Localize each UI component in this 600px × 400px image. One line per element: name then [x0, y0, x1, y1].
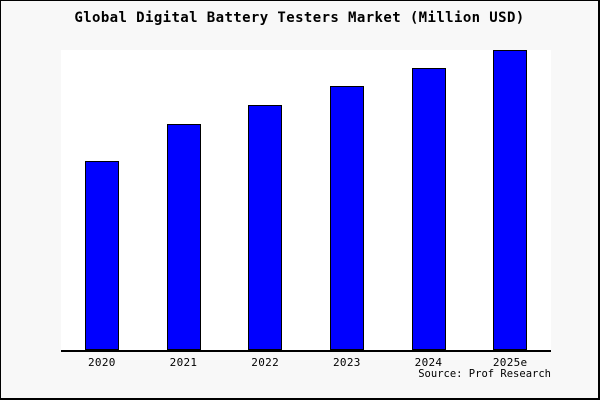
x-tick-label-2021: 2021 [169, 356, 198, 369]
chart-title: Global Digital Battery Testers Market (M… [74, 10, 525, 26]
x-tick-label-2020: 2020 [87, 356, 116, 369]
bar-2024 [411, 68, 446, 350]
x-tick-label-2025e: 2025e [492, 356, 528, 369]
bar-2023 [329, 86, 364, 350]
bar-2020 [84, 161, 119, 350]
bar-2025e [493, 50, 528, 350]
plot-area [61, 50, 551, 352]
x-tick-label-2022: 2022 [251, 356, 279, 369]
bar-2021 [166, 124, 201, 350]
bar-2022 [248, 104, 283, 350]
x-tick-label-2023: 2023 [332, 356, 361, 369]
source-credit: Source: Prof Research [418, 368, 551, 380]
x-tick-label-2024: 2024 [414, 356, 443, 369]
